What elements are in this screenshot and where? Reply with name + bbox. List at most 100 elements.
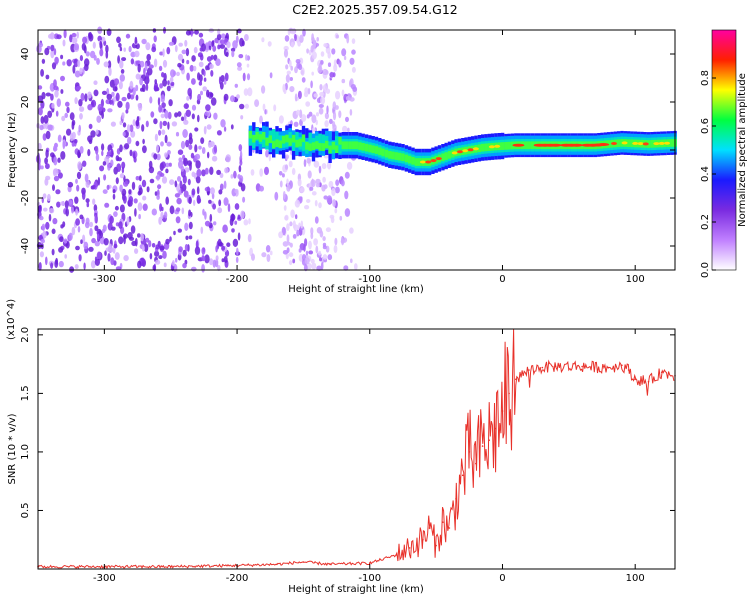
noise-cell — [323, 43, 328, 48]
snr-point — [329, 563, 331, 566]
noise-cell — [208, 199, 212, 204]
spectrogram-x-tick-label: -200 — [226, 274, 249, 285]
noise-cell — [322, 68, 328, 76]
noise-cell — [110, 148, 114, 158]
ridge-cell — [298, 138, 302, 147]
noise-cell — [306, 157, 312, 164]
noise-cell — [66, 59, 72, 67]
noise-cell — [103, 61, 109, 68]
ridge-cell — [275, 139, 279, 148]
ridge-peak — [611, 142, 617, 145]
noise-cell — [113, 211, 118, 218]
noise-cell — [306, 114, 310, 119]
ridge-cell — [281, 135, 286, 144]
snr-point — [501, 410, 504, 412]
ridge-cell — [368, 144, 372, 153]
ridge-cell — [398, 152, 402, 161]
noise-cell — [193, 46, 198, 54]
noise-cell — [154, 133, 158, 142]
noise-cell — [325, 227, 331, 233]
noise-cell — [162, 59, 168, 68]
noise-cell — [135, 94, 139, 101]
noise-cell — [350, 258, 353, 264]
noise-cell — [281, 226, 286, 236]
snr-points — [37, 364, 676, 568]
noise-cell — [142, 138, 145, 145]
noise-cell — [83, 241, 89, 250]
noise-cell — [110, 159, 114, 167]
spectrogram-x-tick-label: 0 — [499, 274, 505, 285]
noise-cell — [118, 43, 122, 48]
noise-cell — [123, 235, 126, 245]
noise-cell — [351, 66, 356, 73]
noise-cell — [106, 151, 111, 156]
noise-cell — [334, 105, 339, 110]
snr-point — [627, 369, 630, 371]
noise-cell — [137, 202, 143, 212]
noise-cell — [138, 214, 141, 220]
noise-cell — [286, 70, 291, 75]
noise-cell — [69, 112, 75, 121]
noise-cell — [71, 131, 76, 140]
noise-cell — [324, 112, 329, 120]
noise-cell — [201, 169, 206, 177]
noise-cell — [74, 264, 79, 270]
noise-cell — [242, 196, 246, 203]
colorbar: 0.0 0.2 0.4 0.6 0.8 Normalized spectral ampl… — [700, 29, 748, 278]
snr-point — [508, 392, 510, 395]
noise-cell — [161, 72, 165, 78]
noise-cell — [139, 77, 144, 86]
noise-cell — [239, 159, 243, 166]
noise-cell — [156, 144, 159, 153]
noise-cell — [54, 56, 59, 65]
noise-cell — [107, 60, 112, 69]
ridge-cell — [384, 149, 389, 158]
noise-cell — [76, 171, 82, 180]
noise-cell — [153, 35, 157, 43]
noise-cell — [37, 142, 42, 151]
noise-cell — [304, 205, 310, 210]
noise-cell — [77, 226, 81, 233]
noise-cell — [137, 233, 141, 238]
noise-cell — [60, 224, 64, 229]
noise-cell — [344, 208, 351, 217]
noise-cell — [134, 237, 138, 247]
noise-cell — [248, 218, 251, 225]
ridge-peak — [419, 160, 426, 164]
noise-cell — [155, 244, 160, 250]
noise-cell — [158, 105, 163, 113]
noise-cell — [194, 127, 199, 132]
noise-cell — [86, 202, 90, 208]
noise-cell — [291, 167, 296, 176]
noise-cell — [124, 143, 130, 150]
noise-cell — [75, 218, 80, 226]
noise-cell — [47, 193, 51, 202]
noise-cell — [281, 173, 285, 178]
noise-cell — [218, 189, 223, 195]
noise-cell — [99, 48, 104, 57]
noise-cell — [173, 230, 176, 236]
noise-cell — [101, 111, 104, 119]
spectrogram-y-label: Frequency (Hz) — [7, 112, 18, 188]
noise-cell — [132, 119, 136, 127]
ridge-cell — [527, 141, 531, 150]
noise-cell — [322, 176, 326, 183]
noise-cell — [207, 151, 210, 159]
noise-cell — [334, 208, 338, 214]
noise-cell — [219, 183, 224, 191]
noise-cell — [288, 160, 293, 168]
noise-cell — [37, 85, 43, 90]
ridge-cell — [500, 142, 505, 150]
noise-cell — [77, 161, 82, 171]
noise-cell — [289, 77, 293, 81]
noise-cell — [215, 58, 221, 66]
noise-cell — [188, 221, 193, 230]
noise-cell — [117, 100, 123, 108]
ridge-peak — [430, 159, 437, 163]
ridge-cell — [477, 144, 482, 153]
noise-cell — [51, 62, 57, 70]
noise-cell — [304, 87, 309, 94]
noise-cell — [97, 35, 102, 42]
noise-cell — [170, 69, 176, 78]
